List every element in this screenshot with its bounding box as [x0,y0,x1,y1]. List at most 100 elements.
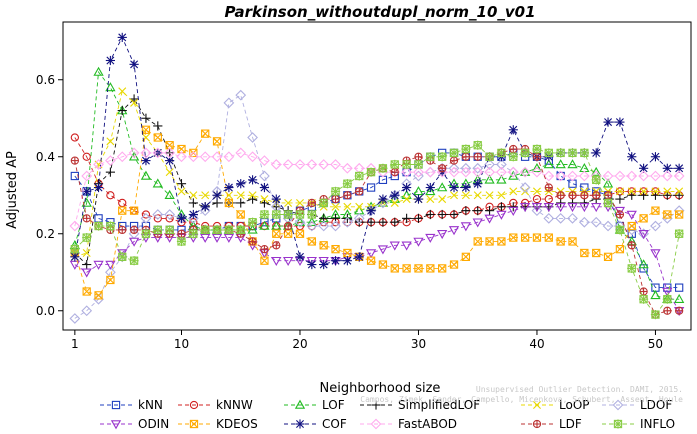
data-point-cof [295,252,305,262]
data-point-simplifiedlof [484,206,495,216]
data-point-inflo [283,209,293,220]
data-point-loop [177,187,186,196]
data-point-lof [650,290,661,300]
data-point-ldf [663,306,672,315]
data-point-odin [508,206,519,216]
data-point-inflo [153,225,163,235]
data-point-cof [271,194,281,204]
legend-marker-knn [111,400,121,410]
data-point-knnw [106,191,115,200]
data-point-simplifiedlof [402,213,412,223]
data-point-inflo [319,198,329,208]
data-point-simplifiedlof [413,213,424,223]
data-point-fastabod [235,147,247,159]
data-point-loop [82,249,91,257]
data-point-ldof [484,159,495,170]
data-point-simplifiedlof [639,190,649,200]
series-line-cof [74,36,680,266]
data-point-simplifiedlof [236,198,246,208]
data-point-knn [94,214,103,223]
data-point-odin [437,230,448,240]
data-point-kdeos [532,233,542,242]
data-point-cof [425,182,435,193]
legend-item-ldf: LDF [521,417,582,431]
data-point-inflo [224,225,234,235]
data-point-ldof [448,162,460,174]
data-point-inflo [176,236,187,247]
y-tick-label: 0.2 [36,227,55,241]
data-point-odin [211,233,223,243]
data-point-loop [201,191,210,200]
data-point-inflo [93,221,104,231]
data-point-odin [650,249,661,259]
data-point-fastabod [330,159,341,170]
legend-label-simplifiedlof: SimplifiedLOF [398,398,480,412]
data-point-inflo [496,148,507,158]
legend-label-loop: LoOP [559,398,590,412]
data-point-kdeos [236,210,245,219]
data-point-odin [128,237,140,247]
data-point-inflo [82,233,92,243]
data-point-inflo [354,171,364,181]
data-point-kdeos [509,233,518,242]
data-point-kdeos [307,237,316,246]
data-point-loop [331,202,340,211]
x-tick-label: 50 [648,337,663,351]
data-point-fastabod [578,170,590,182]
data-point-ldof [567,212,578,224]
plot-area [69,32,685,324]
data-point-kdeos [402,264,411,273]
data-point-inflo [639,294,649,304]
data-point-cof [212,190,222,200]
axes: 1 10 20 30 40 50 0.0 0.2 0.4 0.6 [36,21,692,351]
legend: kNN kNNW LOF SimplifiedLOF LoOP LDOF ODIN KDEOS… [100,398,675,431]
legend-label-ldf: LDF [559,417,582,431]
y-tick-label: 0.6 [36,73,55,87]
data-point-inflo [295,209,305,220]
legend-item-inflo: INFLO [602,417,675,431]
data-point-inflo [461,144,471,154]
data-point-lof [247,224,258,234]
data-point-loop [355,202,364,211]
data-point-simplifiedlof [508,202,518,212]
data-point-ldf [414,152,423,161]
data-point-kdeos [438,264,447,273]
data-point-kdeos [461,252,471,261]
data-point-ldof [602,220,614,232]
legend-marker-lof [294,399,306,409]
data-point-ldf [675,306,684,315]
data-point-ldof [496,159,507,170]
data-point-ldf [580,191,589,200]
legend-item-fastabod: FastABOD [360,417,457,431]
data-point-knnw [141,210,151,219]
data-point-kdeos [556,237,565,246]
data-point-odin [591,203,602,213]
data-point-cof [200,202,210,212]
legend-marker-cof [295,419,305,429]
legend-marker-inflo [613,419,623,429]
data-point-odin [448,226,460,236]
data-point-ldf [248,237,257,246]
data-point-odin [519,203,531,213]
data-point-inflo [425,152,435,162]
data-point-ldof [590,216,602,228]
data-point-ldof [330,220,341,232]
data-point-odin [365,249,377,259]
data-point-cof [82,186,92,196]
data-point-lof [602,178,614,188]
data-point-cof [662,163,672,173]
data-point-cof [165,156,175,166]
data-point-loop [106,137,115,146]
data-point-loop [118,87,127,96]
data-point-kdeos [568,237,577,246]
data-point-lof [437,182,448,192]
legend-item-odin: ODIN [100,417,169,431]
legend-marker-loop [533,401,541,409]
data-point-loop [438,195,447,204]
data-point-fastabod [413,166,424,178]
series-line-ldf [74,148,680,316]
data-point-lof [508,170,519,180]
data-point-inflo [627,263,637,273]
data-point-inflo [366,167,376,177]
